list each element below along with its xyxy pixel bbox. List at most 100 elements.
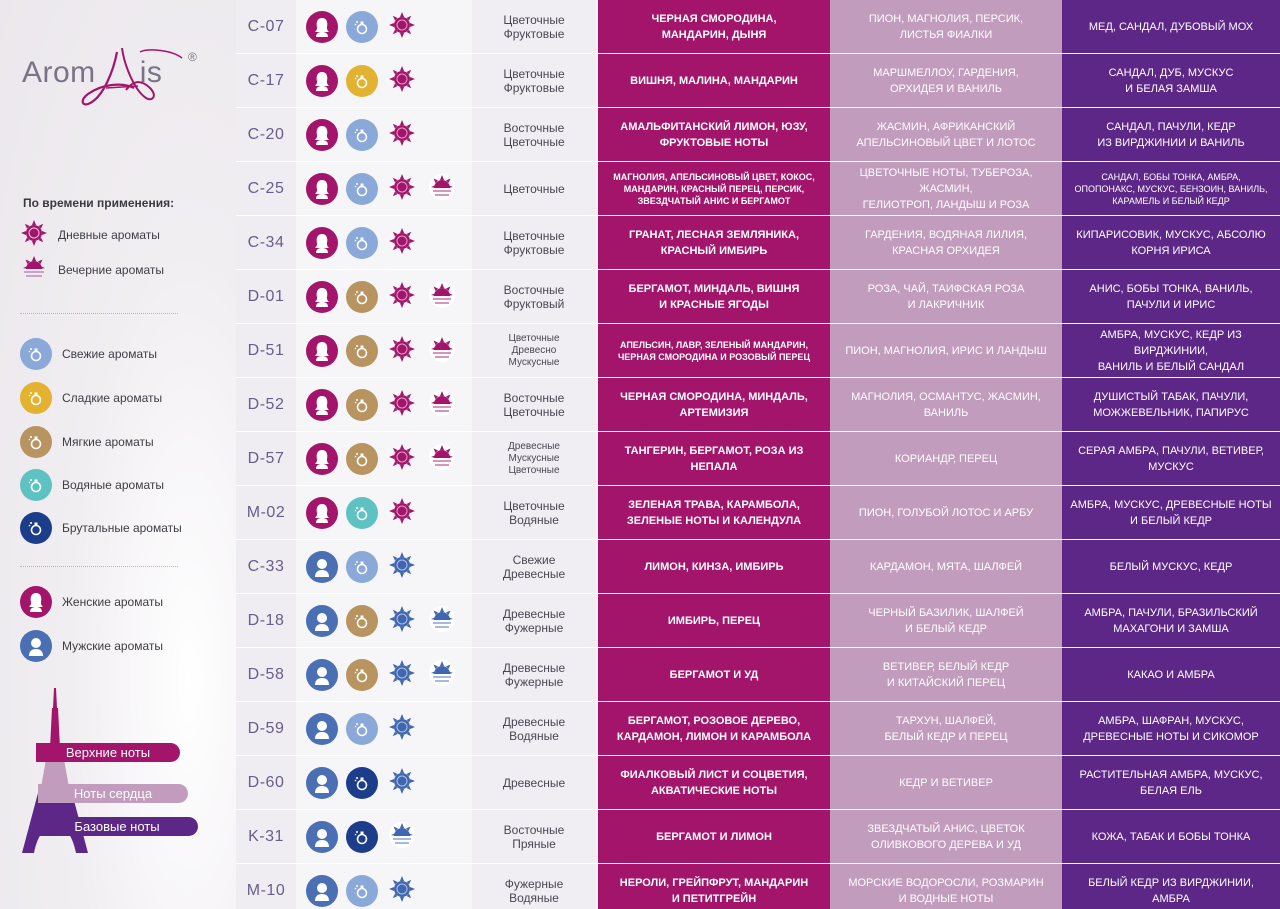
legend-label: Сладкие ароматы xyxy=(62,391,163,405)
divider xyxy=(20,566,178,567)
logo-swirl-icon xyxy=(81,47,183,106)
table-row: C-34 Цветочные Фруктовые ГРАНАТ, ЛЕСНАЯ ЗЕ… xyxy=(236,216,1280,270)
brand-name-left: Arom xyxy=(22,56,96,89)
soft-bottle-icon xyxy=(346,280,378,313)
fragrance-icons xyxy=(296,324,472,377)
table-row: C-25 Цветочные МАГНОЛИЯ, АПЕЛЬСИНОВЫЙ ЦВЕТ… xyxy=(236,162,1280,216)
evening-sunset-icon xyxy=(426,389,458,421)
male-silhouette-icon xyxy=(306,766,338,799)
top-notes-cell: ЛИМОН, КИНЗА, ИМБИРЬ xyxy=(598,540,830,593)
male-silhouette-icon xyxy=(306,658,338,691)
heart-notes-cell: ЗВЕЗДЧАТЫЙ АНИС, ЦВЕТОК ОЛИВКОВОГО ДЕРЕВ… xyxy=(830,810,1062,863)
fragrance-code: D-51 xyxy=(236,324,296,377)
fragrance-icons xyxy=(296,540,472,593)
top-notes-cell: ИМБИРЬ, ПЕРЕЦ xyxy=(598,594,830,647)
fragrance-icons xyxy=(296,594,472,647)
table-row: D-58 Древесные Фужерные БЕРГАМОТ И УД ВЕТИВ… xyxy=(236,648,1280,702)
fragrance-icons xyxy=(296,648,472,701)
top-notes-cell: МАГНОЛИЯ, АПЕЛЬСИНОВЫЙ ЦВЕТ, КОКОС, МАНД… xyxy=(598,162,830,215)
fragrance-code: D-57 xyxy=(236,432,296,485)
fragrance-icons xyxy=(296,432,472,485)
sweet-bottle-icon xyxy=(346,64,378,97)
heart-notes-cell: РОЗА, ЧАЙ, ТАИФСКАЯ РОЗА И ЛАКРИЧНИК xyxy=(830,270,1062,323)
base-notes-cell: МЕД, САНДАЛ, ДУБОВЫЙ МОХ xyxy=(1062,0,1280,53)
base-notes-cell: БЕЛЫЙ МУСКУС, КЕДР xyxy=(1062,540,1280,593)
fragrance-family: Восточные Цветочные xyxy=(472,108,596,161)
female-silhouette-icon xyxy=(306,442,338,475)
brand-logo: Arom is ® xyxy=(22,47,222,118)
table-row: D-52 Восточные Цветочные ЧЕРНАЯ СМОРОДИНА,… xyxy=(236,378,1280,432)
evening-sunset-icon xyxy=(426,443,458,475)
heart-notes-cell: КЕДР И ВЕТИВЕР xyxy=(830,756,1062,809)
fragrance-code: M-02 xyxy=(236,486,296,539)
legend-label: Брутальные ароматы xyxy=(62,521,182,535)
male-silhouette-icon xyxy=(306,550,338,583)
brutal-bottle-icon xyxy=(346,820,378,853)
table-row: D-01 Восточные Фруктовый БЕРГАМОТ, МИНДАЛЬ… xyxy=(236,270,1280,324)
fragrance-family: Древесные Мускусные Цветочные xyxy=(472,432,596,485)
divider xyxy=(20,313,178,314)
fragrance-code: C-17 xyxy=(236,54,296,107)
top-notes-cell: ФИАЛКОВЫЙ ЛИСТ И СОЦВЕТИЯ, АКВАТИЧЕСКИЕ … xyxy=(598,756,830,809)
fragrance-icons xyxy=(296,162,472,215)
heart-notes-cell: ЧЕРНЫЙ БАЗИЛИК, ШАЛФЕЙ И БЕЛЫЙ КЕДР xyxy=(830,594,1062,647)
fragrance-icons xyxy=(296,216,472,269)
day-sun-icon xyxy=(386,119,418,151)
heart-notes-cell: КОРИАНДР, ПЕРЕЦ xyxy=(830,432,1062,485)
base-notes-cell: АМБРА, ПАЧУЛИ, БРАЗИЛЬСКИЙ МАХАГОНИ И ЗА… xyxy=(1062,594,1280,647)
fragrance-family: Восточные Фруктовый xyxy=(472,270,596,323)
table-row: D-51 Цветочные Древесно Мускусные АПЕЛЬСИН… xyxy=(236,324,1280,378)
table-row: D-59 Древесные Водяные БЕРГАМОТ, РОЗОВОЕ Д… xyxy=(236,702,1280,756)
top-notes-cell: ТАНГЕРИН, БЕРГАМОТ, РОЗА ИЗ НЕПАЛА xyxy=(598,432,830,485)
top-notes-cell: АПЕЛЬСИН, ЛАВР, ЗЕЛЕНЫЙ МАНДАРИН, ЧЕРНАЯ… xyxy=(598,324,830,377)
heart-notes-cell: КАРДАМОН, МЯТА, ШАЛФЕЙ xyxy=(830,540,1062,593)
fragrance-icons xyxy=(296,108,472,161)
female-silhouette-icon xyxy=(306,496,338,529)
brand-registered-mark: ® xyxy=(188,50,197,64)
fragrance-code: C-25 xyxy=(236,162,296,215)
male-silhouette-icon xyxy=(306,820,338,853)
fragrance-family: Цветочные Водяные xyxy=(472,486,596,539)
base-notes-cell: СЕРАЯ АМБРА, ПАЧУЛИ, ВЕТИВЕР, МУСКУС xyxy=(1062,432,1280,485)
soft-bottle-icon xyxy=(346,658,378,691)
female-silhouette-icon xyxy=(306,172,338,205)
legend-label: Дневные ароматы xyxy=(58,228,160,242)
fragrance-icons xyxy=(296,810,472,863)
table-row: D-57 Древесные Мускусные Цветочные ТАНГЕРИ… xyxy=(236,432,1280,486)
heart-notes-bar: Ноты сердца xyxy=(38,784,188,803)
base-notes-cell: САНДАЛ, ПАЧУЛИ, КЕДР ИЗ ВИРДЖИНИИ И ВАНИ… xyxy=(1062,108,1280,161)
day-sun-icon xyxy=(20,219,48,252)
brand-name: Arom is xyxy=(22,56,162,90)
top-notes-cell: ЧЕРНАЯ СМОРОДИНА, МИНДАЛЬ, АРТЕМИЗИЯ xyxy=(598,378,830,431)
fragrance-family: Цветочные Фруктовые xyxy=(472,54,596,107)
fragrance-code: C-20 xyxy=(236,108,296,161)
female-silhouette-icon xyxy=(306,388,338,421)
female-silhouette-icon xyxy=(306,280,338,313)
day-sun-icon xyxy=(386,497,418,529)
legend-label: Водяные ароматы xyxy=(62,478,164,492)
table-row: K-31 Восточные Пряные БЕРГАМОТ И ЛИМОН ЗВЕЗ… xyxy=(236,810,1280,864)
fragrance-icons xyxy=(296,378,472,431)
brand-name-right: is xyxy=(139,56,163,89)
day-sun-icon xyxy=(386,605,418,637)
fragrance-code: D-52 xyxy=(236,378,296,431)
fragrance-family: Восточные Цветочные xyxy=(472,378,596,431)
sweet-bottle-icon xyxy=(20,382,52,414)
fragrance-icons xyxy=(296,756,472,809)
female-silhouette-icon xyxy=(20,586,52,618)
fragrance-family: Цветочные Фруктовые xyxy=(472,216,596,269)
brutal-bottle-icon xyxy=(346,766,378,799)
fresh-bottle-icon xyxy=(346,172,378,205)
fragrance-family: Древесные Фужерные xyxy=(472,594,596,647)
day-sun-icon xyxy=(386,281,418,313)
legend-heading: По времени применения: xyxy=(23,196,175,210)
fragrance-code: C-33 xyxy=(236,540,296,593)
day-sun-icon xyxy=(386,875,418,907)
fragrance-family: Цветочные xyxy=(472,162,596,215)
day-sun-icon xyxy=(386,335,418,367)
day-sun-icon xyxy=(386,767,418,799)
heart-notes-cell: ПИОН, МАГНОЛИЯ, ПЕРСИК, ЛИСТЬЯ ФИАЛКИ xyxy=(830,0,1062,53)
legend-item-soft: Мягкие ароматы xyxy=(20,425,154,459)
base-notes-cell: БЕЛЫЙ КЕДР ИЗ ВИРДЖИНИИ, АМБРА xyxy=(1062,864,1280,909)
male-silhouette-icon xyxy=(306,604,338,637)
